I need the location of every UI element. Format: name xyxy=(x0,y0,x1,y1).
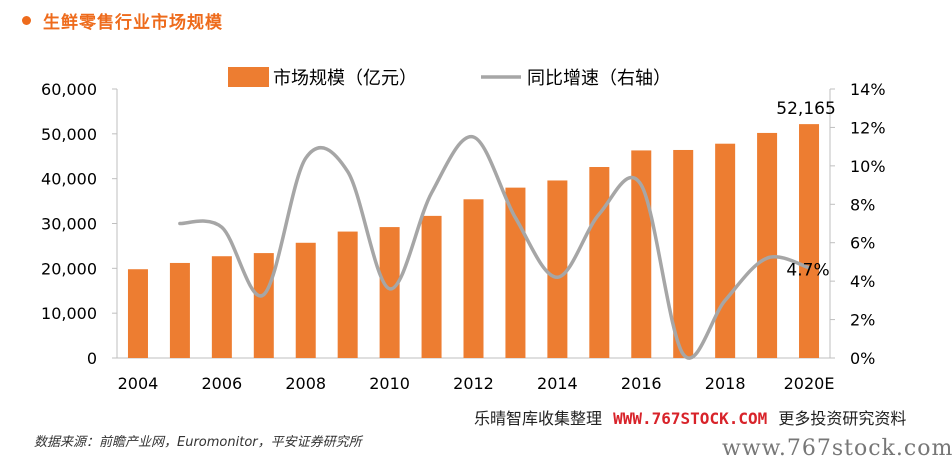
watermark-line1: 乐晴智库收集整理 WWW.767STOCK.COM 更多投资研究资料 xyxy=(474,405,906,429)
bar-2009 xyxy=(337,231,358,358)
bar-2014 xyxy=(547,180,568,358)
right-axis-tick-label: 8% xyxy=(850,195,875,214)
bar-2011 xyxy=(421,215,442,358)
x-axis-tick-label: 2004 xyxy=(118,374,159,393)
right-axis-tick-label: 10% xyxy=(850,157,886,176)
left-axis-tick-label: 10,000 xyxy=(41,304,97,323)
bar-2015 xyxy=(589,167,610,358)
left-axis-tick-label: 60,000 xyxy=(41,80,97,99)
line-data-label: 4.7% xyxy=(786,261,829,281)
bar-2005 xyxy=(169,262,190,358)
bar-data-label: 52,165 xyxy=(776,99,835,119)
bar-2013 xyxy=(505,187,526,358)
x-axis-tick-label: 2020E xyxy=(784,374,835,393)
right-axis-tick-label: 0% xyxy=(850,349,875,368)
bar-2017 xyxy=(673,149,694,358)
bar-2007 xyxy=(253,253,274,358)
legend-bar-swatch xyxy=(228,67,269,87)
left-axis-tick-label: 0 xyxy=(87,349,97,368)
data-source-note: 数据来源：前瞻产业网，Euromonitor，平安证券研究所 xyxy=(34,435,362,450)
left-axis-tick-label: 50,000 xyxy=(41,125,97,144)
bullet-dot-icon xyxy=(22,16,31,25)
bar-2010 xyxy=(379,227,400,358)
x-axis-tick-label: 2016 xyxy=(621,374,662,393)
watermark-right-text: 更多投资研究资料 xyxy=(778,409,907,428)
right-axis-tick-label: 14% xyxy=(850,80,886,99)
bar-2018 xyxy=(715,143,736,358)
bar-2019 xyxy=(757,132,778,358)
left-axis-tick-label: 20,000 xyxy=(41,259,97,278)
watermark-left-text: 乐晴智库收集整理 xyxy=(474,409,603,428)
chart-title-row: 生鲜零售行业市场规模 xyxy=(22,8,223,33)
growth-rate-line xyxy=(178,135,811,360)
bar-2012 xyxy=(463,199,484,358)
right-axis-tick-label: 2% xyxy=(850,311,875,330)
x-axis-tick-label: 2010 xyxy=(369,374,410,393)
chart-title: 生鲜零售行业市场规模 xyxy=(43,13,223,33)
x-axis-tick-label: 2006 xyxy=(201,374,242,393)
legend-line-label: 同比增速（右轴） xyxy=(527,68,671,89)
x-axis-tick-label: 2014 xyxy=(537,374,578,393)
x-axis-tick-label: 2008 xyxy=(285,374,326,393)
bar-2006 xyxy=(211,256,232,358)
right-axis-tick-label: 4% xyxy=(850,272,875,291)
bar-2008 xyxy=(295,242,316,358)
x-axis-tick-label: 2012 xyxy=(453,374,494,393)
x-axis-tick-label: 2018 xyxy=(705,374,746,393)
left-axis-tick-label: 40,000 xyxy=(41,170,97,189)
left-axis-tick-label: 30,000 xyxy=(41,215,97,234)
legend-bar-label: 市场规模（亿元） xyxy=(273,68,417,89)
bar-2004 xyxy=(127,269,148,358)
watermark-url: WWW.767STOCK.COM xyxy=(613,409,768,428)
bar-2016 xyxy=(631,150,652,358)
watermark-line2: www.767stock.com xyxy=(722,436,952,461)
right-axis-tick-label: 6% xyxy=(850,234,875,253)
right-axis-tick-label: 12% xyxy=(850,118,886,137)
bar-2020E xyxy=(799,124,820,358)
